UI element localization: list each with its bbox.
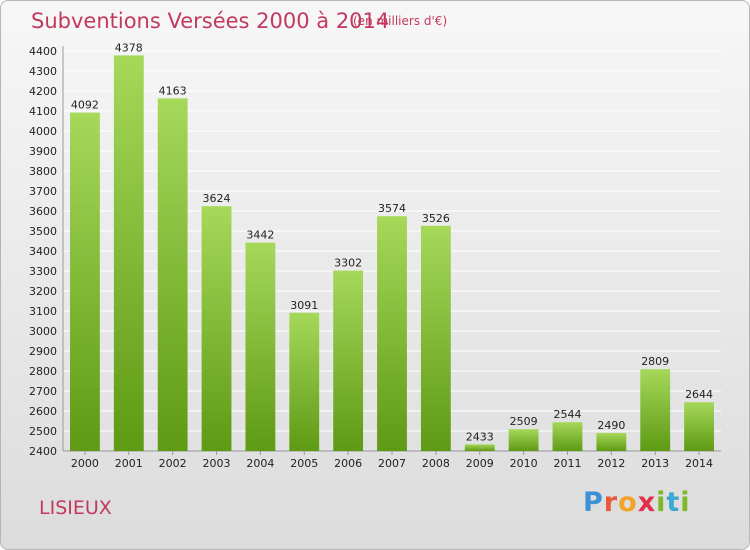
bar-2000: [70, 112, 100, 451]
proxiti-logo: Proxiti: [583, 487, 691, 518]
x-tick-label: 2006: [334, 457, 362, 470]
y-tick-label: 4200: [29, 85, 57, 98]
data-label-2014: 2644: [685, 388, 713, 401]
city-name: LISIEUX: [39, 497, 112, 519]
y-tick-label: 3700: [29, 185, 57, 198]
bar-2006: [333, 270, 364, 451]
chart-subtitle: (en milliers d'€): [353, 14, 448, 28]
data-label-2001: 4378: [115, 41, 143, 54]
x-tick-label: 2004: [246, 457, 274, 470]
bar-2013: [640, 369, 671, 451]
x-tick-label: 2005: [290, 457, 318, 470]
y-tick-label: 3800: [29, 165, 57, 178]
bar-2004: [245, 242, 276, 451]
data-label-2012: 2490: [597, 419, 625, 432]
bar-2010: [508, 429, 539, 451]
bar-2001: [113, 55, 144, 452]
data-label-2000: 4092: [71, 99, 99, 112]
bar-2014: [684, 402, 714, 451]
data-label-2010: 2509: [510, 415, 538, 428]
data-label-2004: 3442: [246, 229, 274, 242]
bar-2008: [420, 225, 451, 451]
data-labels: 4092 4378 4163 3624 3442 3091 3302 3574 3526 2433…: [71, 41, 713, 443]
bar-2009: [464, 444, 495, 451]
x-tick-label: 2012: [597, 457, 625, 470]
x-tick-label: 2000: [71, 457, 99, 470]
y-tick-label: 4400: [29, 45, 57, 58]
x-tick-label: 2013: [641, 457, 669, 470]
y-tick-label: 4100: [29, 105, 57, 118]
bar-2007: [377, 216, 407, 451]
x-tick-label: 2008: [422, 457, 450, 470]
axes: 2400 2500 2600 2700 2800 2900 3000 3100 3200 3300…: [29, 45, 721, 470]
data-label-2002: 4163: [159, 84, 187, 97]
bar-2011: [552, 422, 583, 451]
data-label-2006: 3302: [334, 257, 362, 270]
x-tick-label: 2011: [553, 457, 581, 470]
y-tick-label: 2400: [29, 445, 57, 458]
x-tick-label: 2001: [115, 457, 143, 470]
data-label-2007: 3574: [378, 202, 406, 215]
data-label-2011: 2544: [553, 408, 581, 421]
chart-title: Subventions Versées 2000 à 2014: [31, 9, 390, 33]
data-label-2008: 3526: [422, 212, 450, 225]
x-tick-label: 2009: [466, 457, 494, 470]
y-tick-label: 2900: [29, 345, 57, 358]
bar-2003: [201, 206, 232, 451]
x-tick-label: 2003: [203, 457, 231, 470]
x-tick-label: 2007: [378, 457, 406, 470]
data-label-2005: 3091: [290, 299, 318, 312]
x-tick-label: 2014: [685, 457, 713, 470]
x-tick-label: 2002: [159, 457, 187, 470]
x-tick-label: 2010: [510, 457, 538, 470]
y-tick-label: 3300: [29, 265, 57, 278]
bars: [70, 55, 714, 452]
y-tick-label: 4300: [29, 65, 57, 78]
y-tick-label: 3200: [29, 285, 57, 298]
y-tick-label: 4000: [29, 125, 57, 138]
data-label-2009: 2433: [466, 430, 494, 443]
data-label-2013: 2809: [641, 355, 669, 368]
y-tick-label: 3100: [29, 305, 57, 318]
y-tick-label: 2600: [29, 405, 57, 418]
bar-2002: [157, 98, 188, 452]
y-tick-label: 3400: [29, 245, 57, 258]
y-tick-label: 3600: [29, 205, 57, 218]
y-tick-label: 3500: [29, 225, 57, 238]
data-label-2003: 3624: [203, 192, 231, 205]
bar-2012: [596, 433, 627, 451]
y-tick-label: 2700: [29, 385, 57, 398]
y-tick-label: 2500: [29, 425, 57, 438]
y-tick-label: 3000: [29, 325, 57, 338]
bar-2005: [289, 312, 320, 451]
y-tick-label: 3900: [29, 145, 57, 158]
y-tick-label: 2800: [29, 365, 57, 378]
